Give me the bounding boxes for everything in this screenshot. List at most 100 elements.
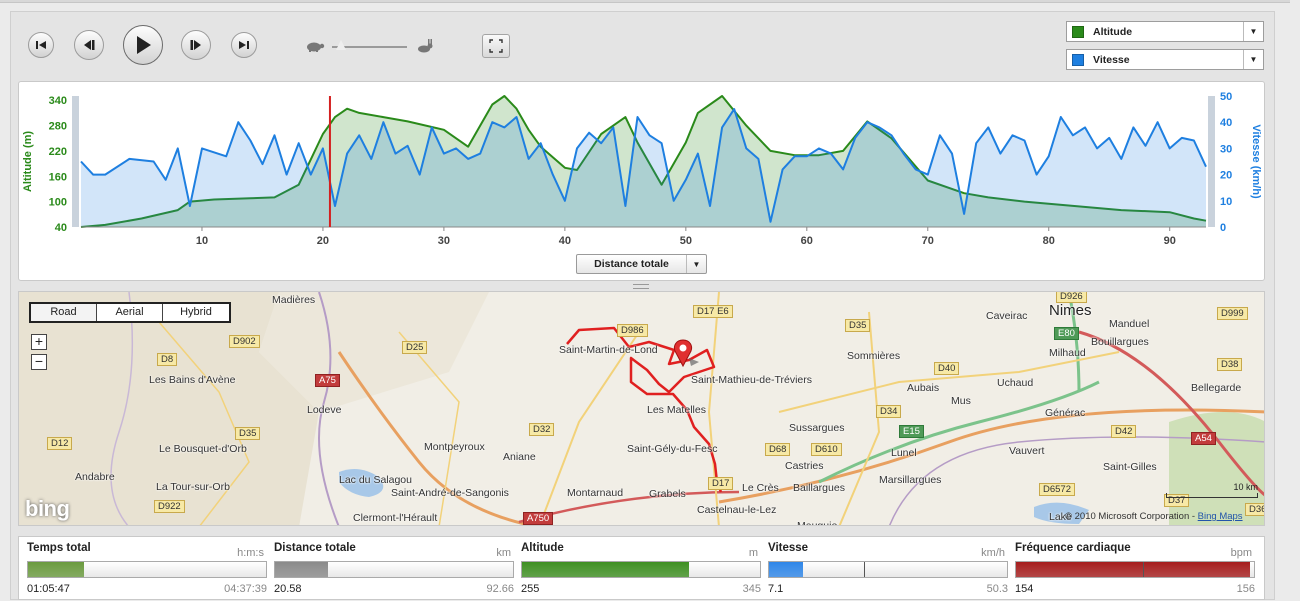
y-left-tick-label: 280	[49, 121, 67, 133]
speed-thumb[interactable]	[334, 39, 347, 51]
x-tick-label: 30	[438, 235, 450, 247]
step-back-button[interactable]	[74, 30, 104, 60]
skip-back-button[interactable]	[28, 32, 54, 58]
map-place-label: Aniane	[503, 451, 536, 463]
map-place-label: Lac du Salagou	[339, 474, 412, 486]
road-shield: D35	[235, 427, 261, 440]
y-right-tick-label: 40	[1220, 117, 1232, 129]
stat-max: 04:37:39	[224, 583, 267, 595]
profile-chart-svg[interactable]: 10 20 30 40 50 60 70 80 90 40 100 160 220 280 340 0 10 20…	[19, 82, 1266, 282]
y-right-tick-label: 20	[1220, 170, 1232, 182]
road-shield: D8	[157, 353, 178, 366]
map[interactable]: Road Aerial Hybrid + − Madières Saint-Mar…	[18, 291, 1265, 526]
y-right-tick-label: 50	[1220, 91, 1232, 103]
road-shield: D926	[1056, 292, 1087, 303]
y-right-tick-label: 10	[1220, 196, 1232, 208]
map-place-label: Sussargues	[789, 422, 845, 434]
map-type-hybrid[interactable]: Hybrid	[180, 306, 212, 318]
road-shield: D999	[1217, 307, 1248, 320]
stat-title: Distance totale km	[274, 542, 511, 559]
stat-max: 345	[742, 583, 761, 595]
map-type-switch: Road Aerial Hybrid	[29, 302, 231, 323]
zoom-in-button[interactable]: +	[31, 334, 47, 350]
map-place-label: Bouillargues	[1091, 336, 1149, 348]
y-left-axis-label: Altitude (m)	[22, 131, 34, 192]
road-shield: D36	[1245, 503, 1264, 516]
speed-track	[332, 46, 407, 48]
profile-chart[interactable]: 10 20 30 40 50 60 70 80 90 40 100 160 220 280 340 0 10 20…	[18, 81, 1265, 281]
map-type-aerial[interactable]: Aerial	[97, 304, 163, 321]
turtle-icon	[307, 42, 325, 52]
map-place-label: Lake	[1049, 511, 1072, 523]
road-shield: D42	[1111, 425, 1137, 438]
x-axis-select[interactable]: Distance totale ▼	[576, 254, 707, 274]
skip-forward-button[interactable]	[231, 32, 257, 58]
y-left-tick-label: 340	[49, 95, 67, 107]
map-place-label: Madières	[272, 294, 316, 306]
y-left-tick-label: 100	[49, 197, 67, 209]
vitesse-swatch	[1072, 53, 1084, 66]
road-shield: D32	[529, 423, 555, 436]
stat-bar	[274, 561, 514, 578]
x-tick-label: 20	[317, 235, 329, 247]
vitesse-series-select[interactable]: Vitesse ▼	[1066, 49, 1264, 70]
chevron-down-icon: ▼	[1243, 22, 1263, 41]
stat-altitude: Altitude m 255 345	[513, 537, 761, 601]
map-place-label: Montpeyroux	[424, 441, 485, 453]
map-place-label: La Tour-sur-Orb	[156, 481, 230, 493]
stat-temps-total: Temps total h:m:s 01:05:47 04:37:39	[19, 537, 267, 601]
map-place-label: Uchaud	[997, 377, 1034, 389]
stat-unit: m	[748, 547, 758, 559]
x-tick-label: 40	[559, 235, 571, 247]
road-shield: D34	[876, 405, 902, 418]
map-place-label: Lunel	[891, 447, 917, 459]
bing-logo: bing	[25, 496, 70, 521]
zoom-out-button[interactable]: −	[31, 354, 47, 370]
location-pin-icon[interactable]	[671, 336, 701, 370]
stat-title: Temps total h:m:s	[27, 542, 264, 559]
chevron-down-icon: ▼	[1243, 50, 1263, 69]
stat-max: 156	[1236, 583, 1255, 595]
y-right-axis-label: Vitesse (km/h)	[1250, 124, 1262, 199]
fullscreen-button[interactable]	[482, 34, 510, 58]
map-place-label: Sommières	[847, 350, 901, 362]
map-place-label: Le Crès	[742, 482, 779, 494]
y-right-tick-label: 0	[1220, 222, 1226, 234]
map-place-label: Castries	[785, 460, 824, 472]
top-border	[0, 0, 1290, 3]
road-shield: E15	[899, 425, 924, 438]
road-shield: D902	[229, 335, 260, 348]
stat-bar-fill	[1016, 562, 1251, 577]
road-shield: D6572	[1039, 483, 1075, 496]
x-axis-select-label: Distance totale	[594, 258, 669, 270]
map-place-label: Andabre	[75, 471, 115, 483]
skip-forward-icon	[239, 41, 249, 49]
series-line-vitesse	[80, 108, 1207, 223]
step-back-icon	[84, 40, 95, 50]
map-place-label: Nimes	[1049, 302, 1092, 319]
vitesse-select-label: Vitesse	[1093, 53, 1130, 66]
road-shield: D35	[845, 319, 871, 332]
map-place-label: Milhaud	[1049, 347, 1086, 359]
y-left-tick-label: 160	[49, 171, 67, 183]
map-type-road[interactable]: Road	[31, 304, 97, 321]
play-button[interactable]	[123, 25, 163, 65]
map-place-label: Saint-Gély-du-Fesc	[627, 443, 718, 455]
right-axis-gutter	[1208, 96, 1215, 227]
resize-handle[interactable]	[633, 284, 649, 289]
bing-maps-link[interactable]: Bing Maps	[1197, 511, 1243, 522]
speed-slider[interactable]	[305, 36, 435, 58]
altitude-select-label: Altitude	[1093, 25, 1133, 38]
stat-max: 92.66	[486, 583, 514, 595]
road-shield: D68	[765, 443, 791, 456]
series-area-altitude	[81, 96, 1206, 227]
y-right-tick-label: 30	[1220, 143, 1232, 155]
play-icon	[137, 36, 151, 54]
road-shield: D922	[154, 500, 185, 513]
map-place-label: Montarnaud	[567, 487, 624, 499]
map-scale: 10 km	[1166, 482, 1258, 498]
stat-bar	[521, 561, 761, 578]
road-shield: D610	[811, 443, 842, 456]
altitude-series-select[interactable]: Altitude ▼	[1066, 21, 1264, 42]
step-forward-button[interactable]	[181, 30, 211, 60]
